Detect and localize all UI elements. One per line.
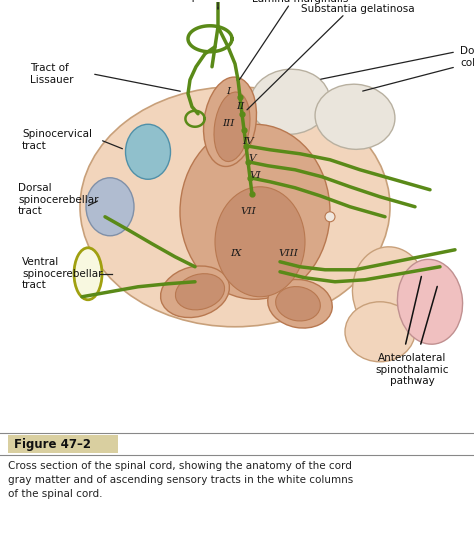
Ellipse shape bbox=[250, 69, 330, 134]
Text: Dorsal
spinocerebellar
tract: Dorsal spinocerebellar tract bbox=[18, 183, 99, 216]
Text: III: III bbox=[222, 119, 234, 128]
Ellipse shape bbox=[175, 274, 225, 310]
Ellipse shape bbox=[215, 187, 305, 297]
Text: Lamina marginalis: Lamina marginalis bbox=[252, 0, 348, 4]
Text: Substantia gelatinosa: Substantia gelatinosa bbox=[301, 4, 415, 14]
Text: I: I bbox=[226, 87, 230, 96]
Ellipse shape bbox=[214, 92, 250, 161]
Text: Ventral
spinocerebellar
tract: Ventral spinocerebellar tract bbox=[22, 257, 102, 291]
Text: V: V bbox=[248, 154, 256, 163]
Text: IV: IV bbox=[242, 137, 254, 146]
Ellipse shape bbox=[276, 287, 320, 321]
Text: II: II bbox=[236, 102, 244, 111]
Text: IX: IX bbox=[230, 249, 242, 258]
Text: Anterolateral
spinothalamic
pathway: Anterolateral spinothalamic pathway bbox=[375, 353, 449, 387]
Ellipse shape bbox=[126, 124, 171, 179]
Ellipse shape bbox=[180, 124, 330, 299]
Text: VIII: VIII bbox=[278, 249, 298, 258]
Text: Dorsal
column: Dorsal column bbox=[460, 46, 474, 67]
Ellipse shape bbox=[397, 260, 463, 344]
Ellipse shape bbox=[268, 280, 332, 328]
Ellipse shape bbox=[315, 84, 395, 149]
Ellipse shape bbox=[325, 212, 335, 222]
Text: Cross section of the spinal cord, showing the anatomy of the cord
gray matter an: Cross section of the spinal cord, showin… bbox=[8, 462, 353, 500]
Ellipse shape bbox=[353, 247, 428, 337]
Ellipse shape bbox=[203, 77, 256, 167]
Text: VII: VII bbox=[240, 207, 256, 216]
Ellipse shape bbox=[75, 249, 101, 299]
Ellipse shape bbox=[86, 178, 134, 236]
Text: Tract of
Lissauer: Tract of Lissauer bbox=[30, 63, 73, 85]
FancyBboxPatch shape bbox=[8, 435, 118, 453]
Text: VI: VI bbox=[249, 171, 261, 180]
Ellipse shape bbox=[80, 87, 390, 327]
Ellipse shape bbox=[161, 266, 229, 318]
Text: Figure 47–2: Figure 47–2 bbox=[14, 438, 91, 451]
Ellipse shape bbox=[345, 302, 415, 362]
Text: Spinal nerve: Spinal nerve bbox=[185, 0, 251, 9]
Text: Spinocervical
tract: Spinocervical tract bbox=[22, 129, 92, 150]
